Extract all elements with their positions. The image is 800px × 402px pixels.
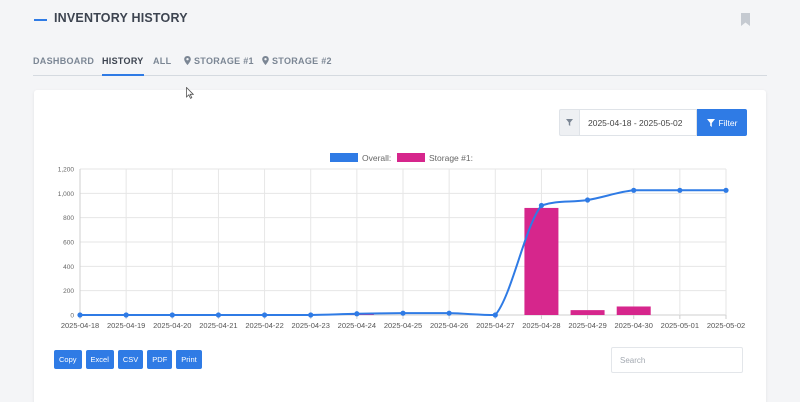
excel-button[interactable]: Excel: [85, 350, 114, 369]
filter-button-label: Filter: [718, 117, 738, 128]
x-tick-label: 2025-04-28: [522, 321, 560, 330]
tab-label: DASHBOARD: [33, 56, 95, 66]
date-range-input[interactable]: [579, 109, 697, 136]
tab-label: STORAGE #1: [194, 56, 254, 66]
point-overall: [261, 312, 268, 318]
point-overall: [677, 187, 683, 193]
x-tick-label: 2025-04-23: [292, 321, 330, 330]
tab-dashboard[interactable]: DASHBOARD: [33, 56, 94, 66]
point-overall: [723, 187, 729, 193]
line-overall: [80, 189, 726, 317]
x-tick-label: 2025-04-18: [61, 321, 99, 330]
point-overall: [354, 311, 360, 317]
chart-legend: Overall: Storage #1:: [330, 153, 473, 163]
x-tick-label: 2025-04-26: [430, 321, 468, 330]
tab-storage-1[interactable]: STORAGE #1: [184, 56, 254, 66]
tab-label: HISTORY: [102, 56, 144, 66]
tab-bar: DASHBOARD HISTORY ALL STORAGE #1 STORAGE…: [33, 53, 767, 76]
point-overall: [169, 312, 175, 318]
filter-icon: [566, 119, 573, 126]
x-tick-label: 2025-04-24: [338, 321, 376, 330]
bar-storage-1: [570, 310, 605, 315]
tab-label: ALL: [153, 56, 172, 66]
x-tick-label: 2025-04-22: [245, 321, 283, 330]
legend-label-overall: Overall:: [362, 153, 391, 163]
point-overall: [400, 310, 406, 316]
x-tick-label: 2025-04-29: [568, 321, 606, 330]
point-overall: [123, 312, 129, 318]
bar-storage-1: [524, 207, 559, 315]
x-tick-label: 2025-04-27: [476, 321, 514, 330]
print-button[interactable]: Print: [176, 350, 202, 369]
tab-label: STORAGE #2: [272, 56, 332, 66]
point-overall: [492, 312, 498, 318]
location-pin-icon: [262, 56, 269, 65]
location-pin-icon: [184, 56, 191, 65]
x-tick-label: 2025-04-25: [384, 321, 422, 330]
page-title: INVENTORY HISTORY: [54, 11, 188, 25]
search-input[interactable]: [611, 347, 743, 373]
tab-all[interactable]: ALL: [153, 56, 171, 66]
x-tick-label: 2025-05-01: [661, 321, 699, 330]
legend-swatch-overall: [330, 153, 358, 162]
legend-swatch-storage-1: [397, 153, 425, 162]
filter-icon-box: [559, 109, 579, 136]
point-overall: [631, 187, 637, 193]
y-tick-label: 1,200: [58, 167, 75, 174]
filter-icon: [706, 118, 715, 127]
y-tick-label: 200: [63, 288, 74, 295]
x-tick-label: 2025-04-20: [153, 321, 191, 330]
x-tick-label: 2025-04-30: [615, 321, 653, 330]
copy-button[interactable]: Copy: [54, 350, 82, 369]
point-overall: [77, 312, 83, 318]
filter-button[interactable]: Filter: [697, 109, 747, 136]
y-tick-label: 1,000: [58, 191, 75, 198]
y-tick-label: 0: [70, 313, 74, 320]
bar-storage-1: [616, 306, 651, 315]
history-card: Filter Overall: Storage #1: 0 200 400 600 800 1…: [34, 90, 766, 402]
x-tick-label: 2025-05-02: [707, 321, 745, 330]
tab-storage-2[interactable]: STORAGE #2: [262, 56, 332, 66]
date-range-picker[interactable]: [559, 109, 697, 136]
point-overall: [538, 202, 545, 209]
point-overall: [446, 310, 452, 316]
x-tick-label: 2025-04-21: [199, 321, 237, 330]
legend-label-storage-1: Storage #1:: [429, 153, 473, 163]
bookmark-icon[interactable]: [741, 13, 750, 26]
csv-button[interactable]: CSV: [117, 350, 144, 369]
x-tick-label: 2025-04-19: [107, 321, 145, 330]
y-tick-label: 400: [63, 264, 74, 271]
y-tick-label: 800: [63, 215, 74, 222]
pdf-button[interactable]: PDF: [147, 350, 173, 369]
inventory-chart: Overall: Storage #1: 0 200 400 600 800 1,000 1,2…: [58, 153, 745, 330]
mouse-cursor-icon: [186, 87, 194, 99]
page-header: INVENTORY HISTORY: [0, 0, 800, 40]
point-overall: [215, 312, 222, 318]
point-overall: [584, 197, 591, 203]
y-tick-label: 600: [63, 240, 74, 247]
export-buttons: Copy Excel CSV PDF Print: [54, 350, 202, 369]
tab-history[interactable]: HISTORY: [102, 56, 144, 76]
title-accent-line: [34, 19, 47, 21]
point-overall: [308, 312, 314, 318]
